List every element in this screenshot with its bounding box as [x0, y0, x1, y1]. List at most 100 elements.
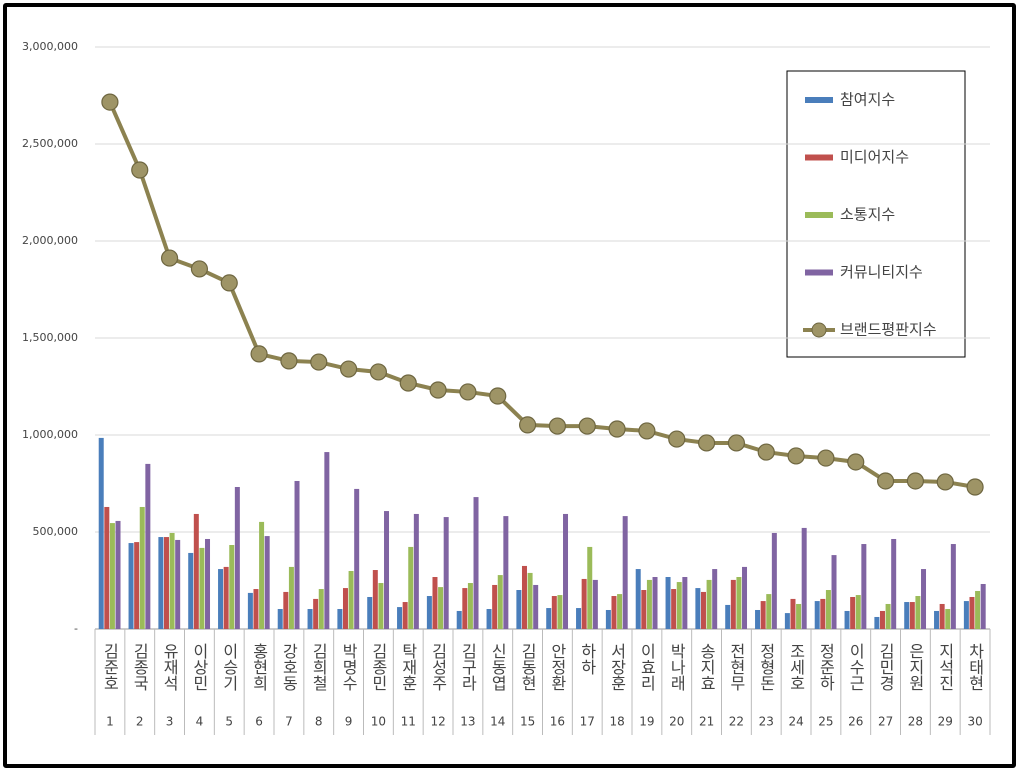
- bar: [218, 569, 224, 629]
- bar: [247, 592, 253, 629]
- bar: [354, 488, 360, 629]
- y-tick-label: 2,000,000: [22, 234, 78, 247]
- line-marker: [936, 473, 954, 491]
- bar: [294, 480, 300, 629]
- line-marker: [369, 363, 388, 381]
- line-marker: [847, 453, 865, 471]
- x-category-label: 조세호: [787, 643, 806, 691]
- x-category-label: 김민경: [876, 643, 895, 691]
- x-rank-label: 11: [401, 715, 416, 729]
- bar: [492, 584, 498, 629]
- bar: [104, 506, 110, 629]
- bar: [904, 602, 910, 629]
- y-tick-label: -: [74, 622, 78, 635]
- bar: [193, 513, 199, 629]
- x-rank-label: 27: [878, 715, 893, 729]
- bar: [736, 577, 742, 629]
- x-category-label: 홍현희: [250, 643, 269, 691]
- line-marker: [131, 161, 149, 179]
- line-marker: [906, 472, 925, 490]
- x-rank-label: 28: [908, 715, 923, 729]
- x-rank-label: 19: [639, 715, 654, 729]
- legend-label: 참여지수: [840, 91, 895, 109]
- bar: [885, 603, 891, 629]
- line-marker: [310, 353, 328, 371]
- bar: [337, 609, 343, 629]
- y-tick-label: 3,000,000: [22, 40, 78, 53]
- bar: [372, 570, 378, 629]
- y-tick-label: 500,000: [33, 525, 79, 538]
- bar: [413, 513, 419, 629]
- bar: [950, 544, 956, 629]
- bar: [665, 577, 671, 629]
- x-category-label: 전현무: [727, 643, 746, 691]
- legend-marker: [811, 322, 827, 338]
- bar: [790, 598, 796, 629]
- line-marker: [518, 416, 537, 434]
- bar: [646, 579, 652, 629]
- bar: [229, 544, 235, 629]
- x-rank-label: 24: [788, 715, 803, 729]
- line-marker: [339, 360, 358, 378]
- x-rank-label: 10: [371, 715, 386, 729]
- x-category-label: 정준하: [816, 643, 835, 691]
- bar: [820, 598, 826, 629]
- bar: [551, 596, 557, 629]
- y-tick-label: 1,500,000: [22, 331, 78, 344]
- bar: [462, 588, 468, 629]
- bar: [503, 516, 509, 629]
- x-rank-label: 29: [938, 715, 953, 729]
- line-marker: [638, 422, 656, 440]
- bar: [874, 616, 880, 629]
- bar: [695, 588, 701, 629]
- bar: [963, 601, 969, 629]
- bar: [456, 610, 462, 629]
- bar: [259, 521, 265, 629]
- x-rank-label: 8: [315, 715, 323, 729]
- line-marker: [817, 449, 835, 467]
- bar: [253, 589, 259, 629]
- bar: [546, 608, 552, 629]
- bar: [831, 555, 837, 629]
- bar: [671, 589, 677, 629]
- y-tick-label: 2,500,000: [22, 137, 78, 150]
- bar: [844, 610, 850, 629]
- x-rank-label: 20: [669, 715, 684, 729]
- line-marker: [101, 93, 119, 111]
- x-category-label: 김종국: [130, 643, 149, 691]
- x-category-label: 안정환: [548, 643, 567, 691]
- line-marker: [190, 260, 209, 278]
- bar: [134, 542, 140, 629]
- x-category-label: 김구라: [458, 643, 477, 691]
- bar: [617, 594, 623, 629]
- bar: [796, 603, 802, 629]
- bar: [139, 506, 145, 629]
- bar: [342, 588, 348, 629]
- bar: [438, 587, 444, 629]
- bar: [408, 546, 414, 629]
- bar: [725, 604, 731, 629]
- bar: [980, 583, 986, 629]
- line-marker: [280, 352, 298, 370]
- x-category-label: 이승기: [220, 643, 239, 691]
- bar: [909, 602, 915, 629]
- bar: [563, 513, 569, 629]
- line-marker: [608, 420, 626, 438]
- x-rank-label: 16: [550, 715, 565, 729]
- bar: [205, 538, 211, 629]
- x-category-label: 차태현: [966, 643, 985, 691]
- legend-swatch: [805, 154, 833, 161]
- bar: [169, 532, 175, 629]
- x-rank-label: 14: [490, 715, 505, 729]
- bar: [921, 569, 927, 629]
- line-marker: [966, 478, 984, 496]
- x-category-label: 김동현: [518, 643, 537, 691]
- bar: [432, 577, 438, 629]
- line-marker: [399, 374, 417, 392]
- bar: [576, 608, 582, 629]
- bar: [934, 610, 940, 629]
- bar: [850, 596, 856, 629]
- bar: [975, 590, 981, 629]
- bar: [467, 583, 473, 629]
